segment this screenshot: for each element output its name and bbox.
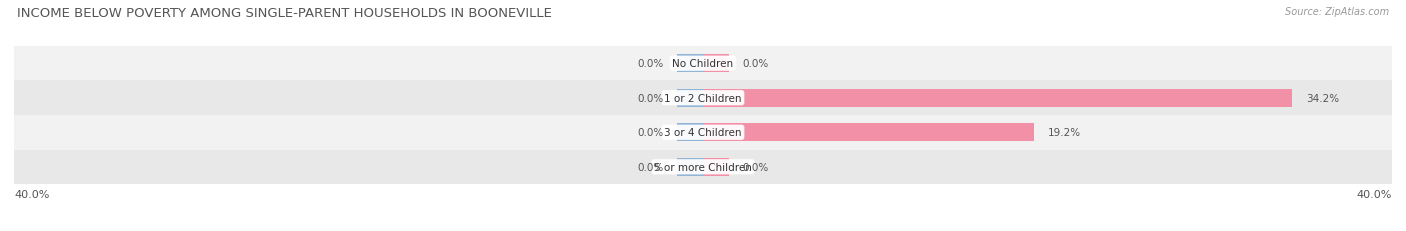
Text: 0.0%: 0.0% [637, 128, 664, 138]
Text: 5 or more Children: 5 or more Children [654, 162, 752, 172]
Text: 34.2%: 34.2% [1306, 93, 1339, 103]
Bar [14, 150, 1392, 184]
Bar [14, 81, 1392, 116]
Text: 0.0%: 0.0% [742, 59, 769, 69]
Bar [703, 158, 728, 176]
Bar [703, 55, 728, 73]
Text: 40.0%: 40.0% [14, 189, 49, 199]
Text: 40.0%: 40.0% [1357, 189, 1392, 199]
Text: 1 or 2 Children: 1 or 2 Children [664, 93, 742, 103]
Text: 0.0%: 0.0% [637, 162, 664, 172]
Bar [678, 158, 703, 176]
Bar [678, 89, 703, 107]
Text: 0.0%: 0.0% [637, 93, 664, 103]
Bar [678, 55, 703, 73]
Bar [703, 89, 1292, 107]
Bar [14, 116, 1392, 150]
Text: INCOME BELOW POVERTY AMONG SINGLE-PARENT HOUSEHOLDS IN BOONEVILLE: INCOME BELOW POVERTY AMONG SINGLE-PARENT… [17, 7, 551, 20]
Text: 0.0%: 0.0% [742, 162, 769, 172]
Text: 0.0%: 0.0% [637, 59, 664, 69]
Text: 3 or 4 Children: 3 or 4 Children [664, 128, 742, 138]
Text: No Children: No Children [672, 59, 734, 69]
Bar [678, 124, 703, 142]
Text: Source: ZipAtlas.com: Source: ZipAtlas.com [1285, 7, 1389, 17]
Bar [14, 47, 1392, 81]
Bar [703, 124, 1033, 142]
Text: 19.2%: 19.2% [1047, 128, 1081, 138]
